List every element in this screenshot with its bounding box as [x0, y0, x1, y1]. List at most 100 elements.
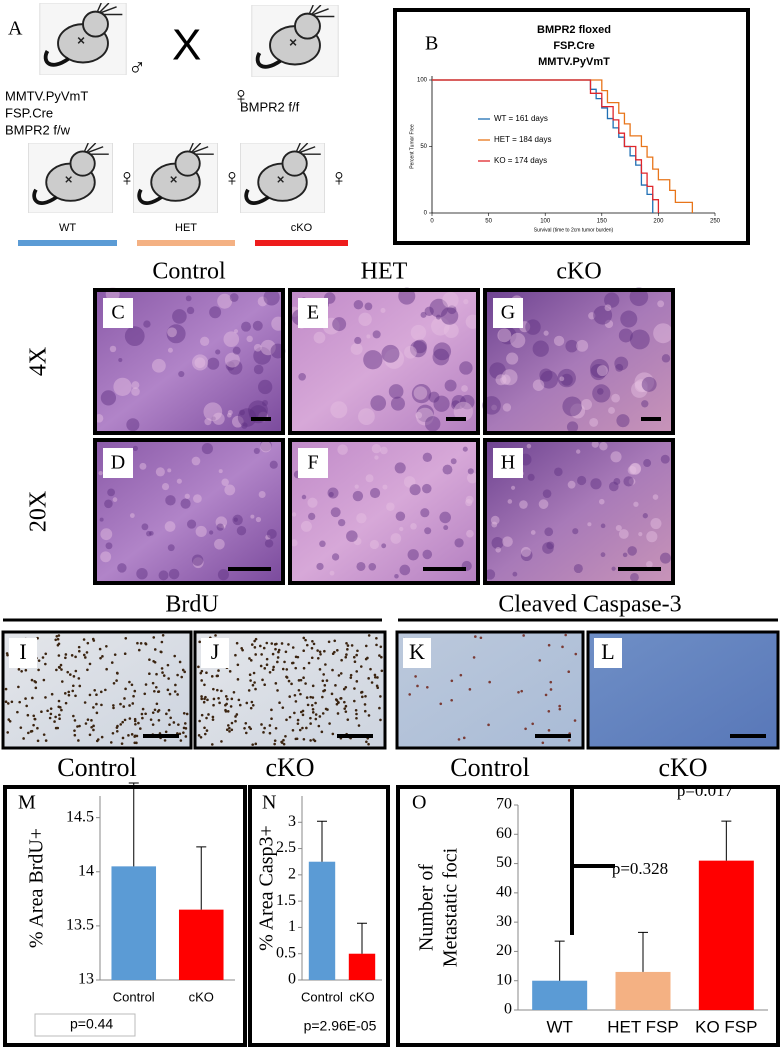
tissue-texture	[431, 317, 450, 336]
stain-dot	[115, 671, 119, 675]
tissue-texture	[186, 306, 195, 315]
letter-box	[9, 638, 37, 668]
stain-dot	[6, 653, 9, 657]
tissue-texture	[489, 362, 506, 379]
stain-dot	[78, 724, 81, 728]
stain-dot	[378, 706, 381, 710]
stain-dot	[426, 685, 429, 689]
stain-dot	[272, 665, 275, 669]
tissue-texture	[409, 340, 427, 358]
tissue-texture	[454, 538, 464, 548]
stain-dot	[472, 656, 476, 659]
stain-dot	[58, 706, 62, 709]
stain-dot	[99, 656, 102, 660]
tissue-texture	[510, 332, 526, 349]
stain-dot	[344, 704, 348, 708]
stain-dot	[567, 739, 571, 742]
stain-dot	[450, 698, 453, 702]
stain-dot	[547, 643, 551, 647]
stain-dot	[558, 704, 561, 708]
stain-dot	[305, 643, 309, 647]
stain-dot	[153, 689, 156, 693]
stain-dot	[520, 689, 524, 693]
stain-dot	[66, 670, 70, 674]
stain-dot	[6, 731, 9, 734]
tissue-texture	[166, 324, 186, 344]
tissue-texture	[627, 465, 637, 475]
stain-dot	[204, 695, 207, 699]
bar	[111, 866, 157, 980]
tissue-texture	[131, 387, 140, 396]
stain-dot	[299, 692, 302, 696]
stain-dot	[282, 742, 286, 746]
tissue-texture	[643, 459, 652, 468]
tissue-texture	[369, 539, 380, 550]
tissue-texture	[467, 468, 474, 475]
stain-dot	[367, 634, 371, 637]
label: cKO	[291, 222, 313, 234]
stain-dot	[228, 726, 231, 730]
stain-dot	[226, 710, 230, 713]
tissue-texture	[394, 462, 406, 474]
y-tick-label: 2.5	[276, 839, 296, 856]
stain-dot	[57, 699, 61, 703]
stain-dot	[144, 712, 147, 716]
stain-dot	[369, 667, 372, 671]
tissue-texture	[253, 447, 260, 454]
stain-dot	[328, 722, 331, 725]
stain-dot	[7, 718, 11, 721]
tissue-texture	[560, 373, 573, 386]
tissue-texture	[631, 381, 648, 398]
stain-dot	[46, 709, 49, 713]
stain-dot	[205, 671, 208, 675]
stain-dot	[355, 716, 358, 720]
tissue-texture	[258, 491, 266, 499]
stain-dot	[157, 718, 161, 722]
tissue-texture	[634, 379, 648, 393]
tissue-texture	[227, 359, 243, 375]
tissue-texture	[451, 394, 466, 410]
label: X	[172, 21, 201, 70]
stain-dot	[90, 725, 93, 729]
tissue-texture	[192, 354, 209, 371]
stain-dot	[143, 692, 147, 696]
stain-dot	[408, 693, 411, 696]
stain-dot	[344, 710, 348, 713]
y-axis-label: Number of	[416, 864, 438, 952]
tissue-texture	[217, 569, 229, 581]
stain-dot	[34, 686, 38, 690]
genotype-bar	[255, 240, 348, 246]
stain-dot	[314, 713, 318, 716]
tissue-texture	[562, 396, 583, 417]
stain-dot	[198, 719, 201, 723]
bar	[178, 909, 224, 980]
stain-dot	[113, 653, 117, 656]
x-axis-label: Survival (time to 2cm tumor burden)	[534, 227, 614, 233]
stain-dot	[123, 652, 127, 656]
significance-bracket	[570, 785, 665, 935]
y-tick-label: 13.5	[66, 917, 94, 934]
stain-dot	[151, 711, 155, 714]
tissue-texture	[208, 530, 214, 535]
stain-dot	[37, 659, 41, 662]
stain-dot	[205, 716, 208, 720]
stain-dot	[468, 688, 472, 691]
tissue-texture	[609, 481, 619, 492]
tissue-texture	[642, 513, 648, 519]
tissue-texture	[379, 446, 388, 455]
stain-dot	[153, 661, 157, 664]
stain-dot	[254, 653, 257, 656]
stain-dot	[336, 648, 339, 652]
tissue-texture	[229, 293, 239, 302]
stain-dot	[538, 659, 542, 662]
stain-dot	[123, 697, 126, 700]
stain-dot	[299, 678, 303, 682]
stain-dot	[64, 653, 68, 656]
tissue-texture	[576, 449, 581, 454]
stain-dot	[319, 653, 322, 656]
tissue-texture	[298, 372, 306, 381]
tissue-texture	[358, 408, 375, 425]
stain-dot	[310, 656, 314, 660]
tissue-texture	[422, 483, 432, 494]
stain-dot	[297, 679, 301, 682]
